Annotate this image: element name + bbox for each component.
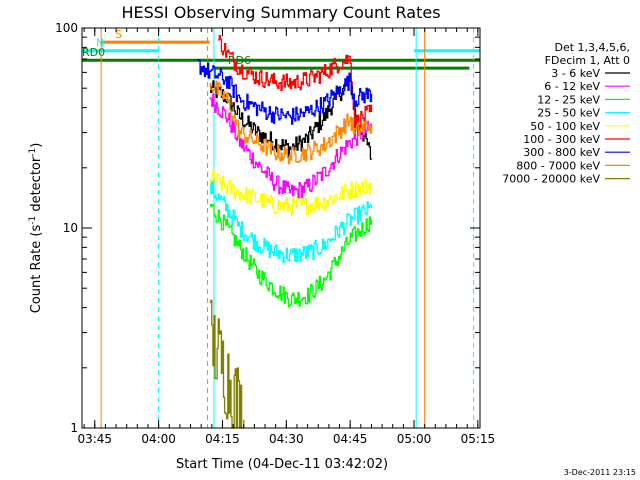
- axes: 03:45 04:00 04:15 04:30 04:45 05:00 05:15 1 10 10…: [55, 21, 495, 446]
- y-axis-label: Count Rate (s-1 detector-1): [28, 143, 44, 314]
- x-tick-label: 05:00: [397, 432, 432, 446]
- y-label-main: Count Rate (s: [29, 225, 44, 314]
- y-label-sup-1: -1: [28, 216, 38, 225]
- series-line: [209, 203, 373, 308]
- legend-label: 12 - 25 keV: [537, 93, 600, 106]
- x-tick-label: 04:15: [205, 432, 240, 446]
- legend-label: 50 - 100 keV: [530, 120, 600, 133]
- legend-label: 6 - 12 keV: [544, 80, 600, 93]
- event-markers: [100, 28, 475, 428]
- x-tick-label: 04:30: [269, 432, 304, 446]
- series-line: [196, 59, 373, 125]
- flag-label: RD6: [228, 54, 251, 67]
- y-label-sup-2: -1: [28, 148, 38, 157]
- legend-label: 100 - 300 keV: [523, 133, 600, 146]
- y-tick-label: 10: [63, 221, 78, 235]
- legend-label: 800 - 7000 keV: [516, 159, 600, 172]
- y-label-mid: detector: [29, 156, 44, 216]
- y-tick-label: 1: [70, 421, 78, 435]
- series-line: [218, 34, 373, 133]
- legend-header-2: FDecim 1, Att 0: [545, 54, 630, 67]
- series-line: [209, 93, 373, 199]
- x-tick-label: 03:45: [77, 432, 112, 446]
- series-line: [209, 179, 373, 263]
- x-tick-label: 05:15: [461, 432, 496, 446]
- x-axis-label: Start Time (04-Dec-11 03:42:02): [176, 457, 388, 472]
- flag-label: RD0: [82, 46, 105, 59]
- series-line: [209, 170, 373, 216]
- y-label-end: ): [29, 143, 44, 148]
- legend-label: 25 - 50 keV: [537, 107, 600, 120]
- legend-label: 7000 - 20000 keV: [502, 173, 600, 186]
- flag-label: N: [96, 37, 104, 50]
- series-line: [209, 299, 245, 429]
- footer-timestamp: 3-Dec-2011 23:15: [564, 468, 636, 477]
- series-line: [209, 80, 373, 165]
- legend-header-1: Det 1,3,4,5,6,: [554, 41, 630, 54]
- series-lines: [196, 34, 373, 429]
- chart-title: HESSI Observing Summary Count Rates: [121, 3, 440, 22]
- y-tick-label: 100: [55, 21, 78, 35]
- flag-label: S: [115, 28, 122, 41]
- x-tick-label: 04:00: [141, 432, 176, 446]
- legend: Det 1,3,4,5,6, FDecim 1, Att 0 3 - 6 keV…: [502, 41, 630, 186]
- legend-label: 300 - 800 keV: [523, 146, 600, 159]
- x-tick-label: 04:45: [333, 432, 368, 446]
- legend-label: 3 - 6 keV: [551, 67, 600, 80]
